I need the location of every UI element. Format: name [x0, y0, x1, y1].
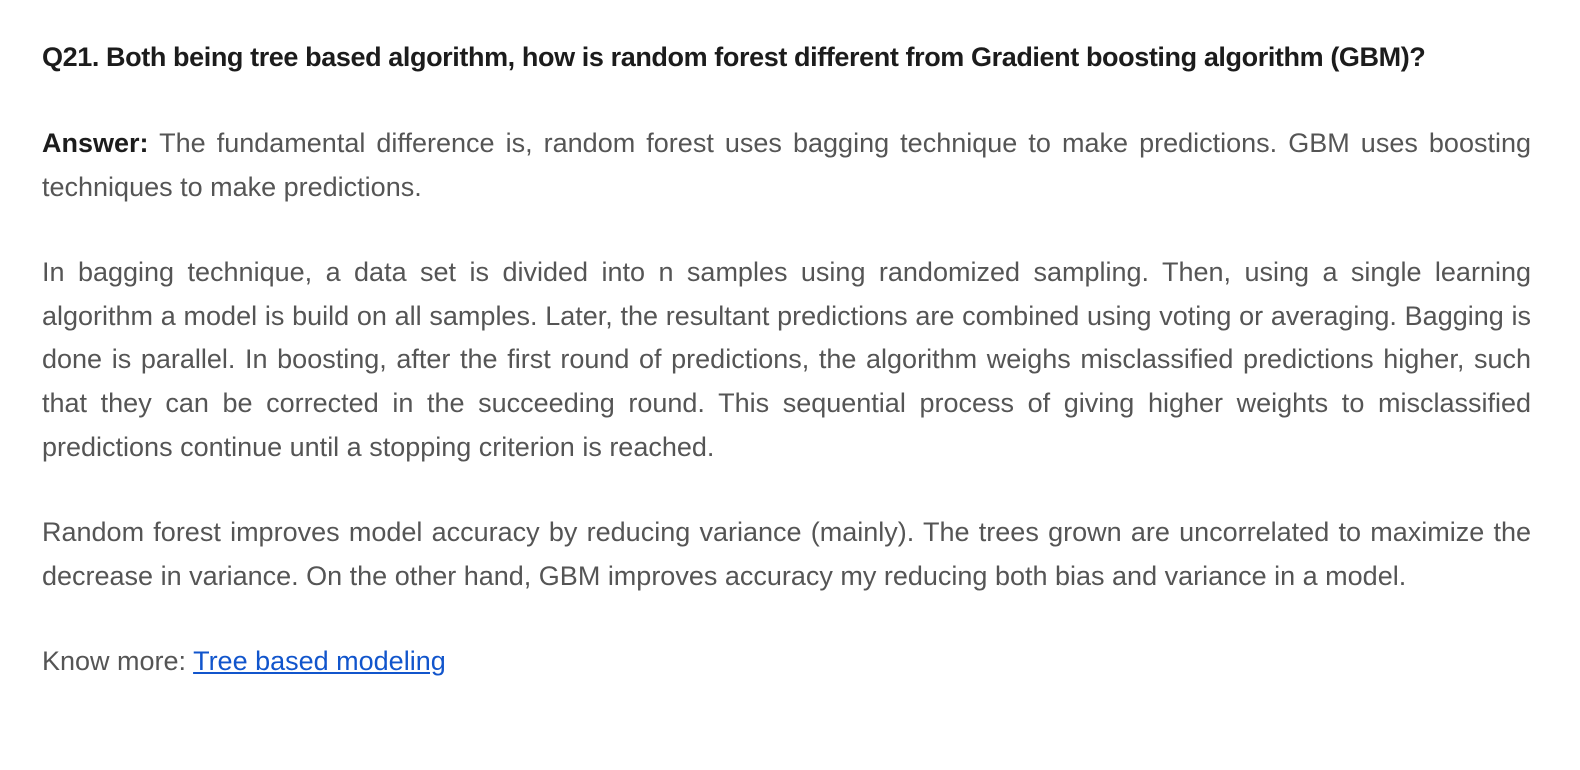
- answer-paragraph: Answer: The fundamental difference is, r…: [42, 122, 1531, 209]
- know-more-label: Know more:: [42, 646, 194, 677]
- answer-text: The fundamental difference is, random fo…: [42, 128, 1531, 202]
- question-heading: Q21. Both being tree based algorithm, ho…: [42, 42, 1426, 72]
- tree-based-modeling-link[interactable]: Tree based modeling: [193, 646, 446, 677]
- know-more-line: Know more: Tree based modeling: [42, 640, 1531, 684]
- bagging-paragraph: In bagging technique, a data set is divi…: [42, 257, 1531, 462]
- random-forest-paragraph: Random forest improves model accuracy by…: [42, 517, 1531, 591]
- answer-label: Answer:: [42, 128, 149, 158]
